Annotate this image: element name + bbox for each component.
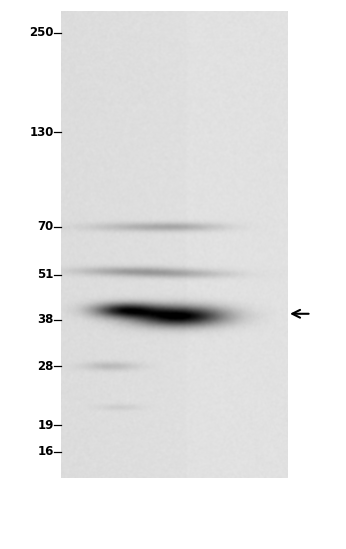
Text: 19: 19 bbox=[37, 419, 54, 432]
Text: 70: 70 bbox=[37, 220, 54, 233]
Text: 250: 250 bbox=[29, 26, 54, 39]
Text: 51: 51 bbox=[37, 268, 54, 281]
Text: 16: 16 bbox=[37, 445, 54, 458]
Text: 130: 130 bbox=[29, 126, 54, 139]
Text: 38: 38 bbox=[37, 313, 54, 326]
Text: 28: 28 bbox=[37, 360, 54, 373]
